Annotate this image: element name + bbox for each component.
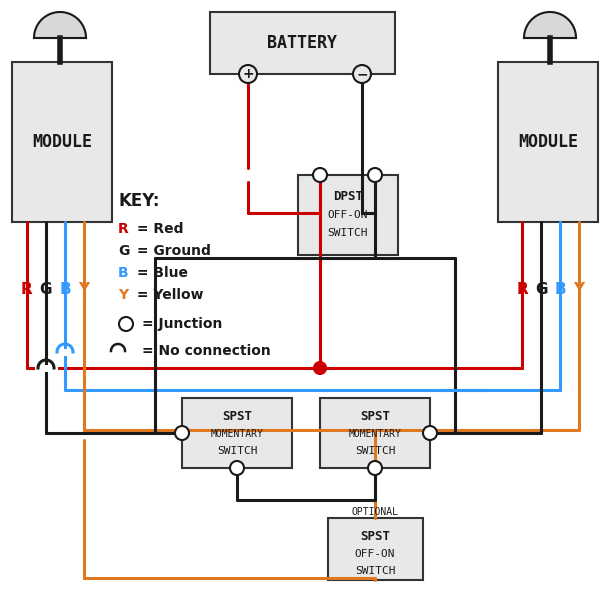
Text: = Yellow: = Yellow (132, 288, 204, 302)
Text: SWITCH: SWITCH (355, 446, 395, 456)
Text: −: − (356, 67, 368, 81)
Text: = Blue: = Blue (132, 266, 188, 280)
Text: Y: Y (118, 288, 128, 302)
Bar (12, 62, 112, 222)
Bar (498, 62, 598, 222)
Circle shape (239, 65, 257, 83)
Circle shape (313, 168, 327, 182)
Circle shape (230, 461, 244, 475)
Text: Y: Y (573, 282, 584, 297)
Bar (320, 398, 430, 468)
Text: SWITCH: SWITCH (328, 228, 368, 238)
Bar (298, 175, 398, 255)
Text: G: G (40, 282, 52, 297)
Text: = No connection: = No connection (142, 344, 271, 358)
Text: MODULE: MODULE (32, 133, 92, 151)
Text: SWITCH: SWITCH (355, 566, 395, 576)
Text: OFF-ON: OFF-ON (328, 210, 368, 220)
Text: B: B (554, 282, 566, 297)
Text: B: B (59, 282, 71, 297)
Bar (328, 518, 423, 580)
Text: R: R (516, 282, 528, 297)
Text: MOMENTARY: MOMENTARY (348, 429, 401, 439)
Bar (210, 12, 395, 74)
Text: R: R (21, 282, 33, 297)
Text: DPST: DPST (333, 190, 363, 203)
Text: Y: Y (79, 282, 90, 297)
Text: R: R (118, 222, 129, 236)
Circle shape (175, 426, 189, 440)
Text: KEY:: KEY: (118, 192, 159, 210)
Text: MOMENTARY: MOMENTARY (210, 429, 264, 439)
Text: B: B (118, 266, 129, 280)
Circle shape (119, 317, 133, 331)
Text: SPST: SPST (360, 410, 390, 423)
Text: G: G (535, 282, 547, 297)
Text: = Ground: = Ground (132, 244, 211, 258)
Text: MODULE: MODULE (518, 133, 578, 151)
Bar (182, 398, 292, 468)
Circle shape (368, 168, 382, 182)
Circle shape (368, 461, 382, 475)
Text: BATTERY: BATTERY (267, 34, 337, 52)
Circle shape (353, 65, 371, 83)
Circle shape (314, 362, 326, 374)
Text: SWITCH: SWITCH (217, 446, 257, 456)
Text: = Junction: = Junction (142, 317, 223, 331)
Text: SPST: SPST (360, 530, 390, 543)
Text: OPTIONAL: OPTIONAL (351, 507, 398, 517)
Text: +: + (242, 67, 254, 81)
Circle shape (423, 426, 437, 440)
Text: G: G (118, 244, 129, 258)
Text: = Red: = Red (132, 222, 184, 236)
Text: SPST: SPST (222, 410, 252, 423)
Text: OFF-ON: OFF-ON (355, 549, 395, 559)
